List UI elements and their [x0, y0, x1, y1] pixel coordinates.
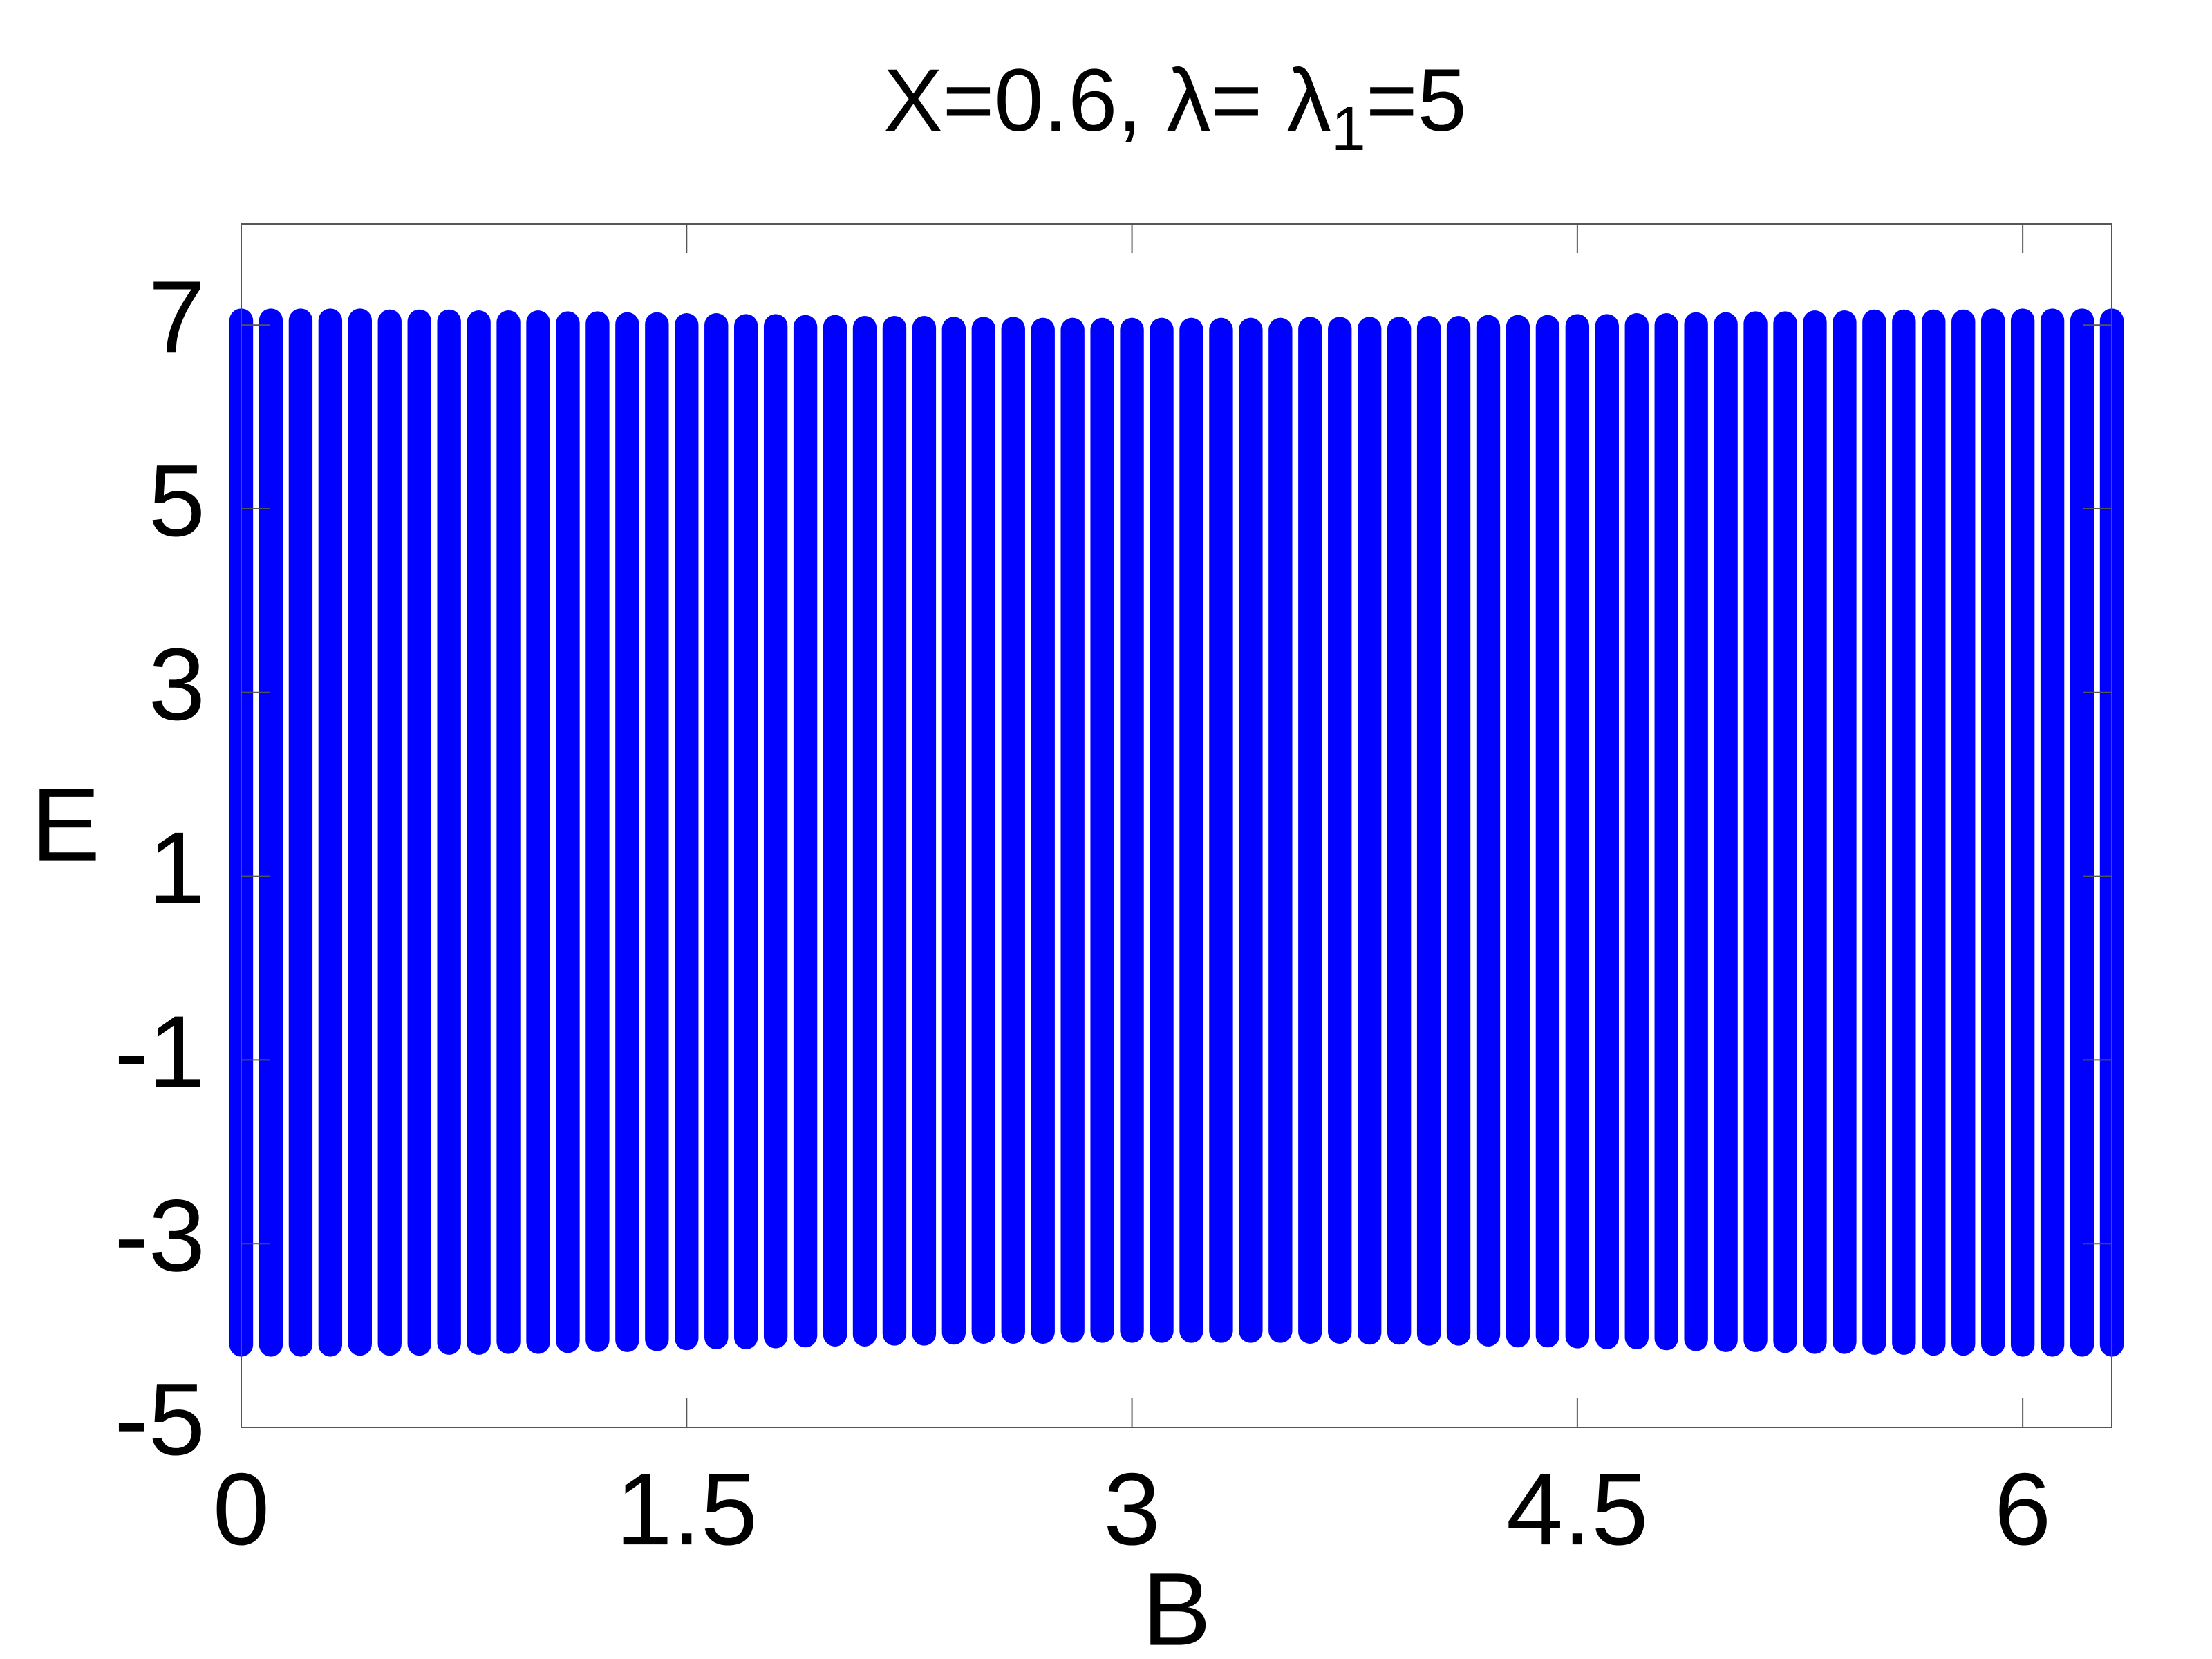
y-tick-label: 3	[149, 628, 205, 742]
y-axis-label: E	[31, 767, 100, 883]
chart-title: X=0.6, λ= λ1=5	[883, 51, 1467, 164]
y-tick-label: -1	[114, 995, 205, 1109]
y-tick-label: -5	[114, 1362, 205, 1477]
y-tick-label: 1	[149, 812, 205, 926]
plot-area	[229, 308, 2124, 1357]
title-rest: =5	[1366, 51, 1467, 150]
y-tick-label: 7	[149, 260, 205, 374]
plot-frame	[241, 223, 2112, 1428]
title-subscript: 1	[1331, 95, 1366, 164]
x-tick-label: 3	[1103, 1452, 1160, 1566]
title-main: X=0.6, λ= λ	[883, 51, 1331, 150]
x-axis-label: B	[1142, 1551, 1211, 1659]
x-tick-label: 4.5	[1506, 1452, 1649, 1566]
x-tick-label: 1.5	[615, 1452, 758, 1566]
x-tick-label: 6	[1994, 1452, 2051, 1566]
y-tick-label: 5	[149, 444, 205, 558]
y-tick-label: -3	[114, 1179, 205, 1293]
x-tick-label: 0	[213, 1452, 270, 1566]
